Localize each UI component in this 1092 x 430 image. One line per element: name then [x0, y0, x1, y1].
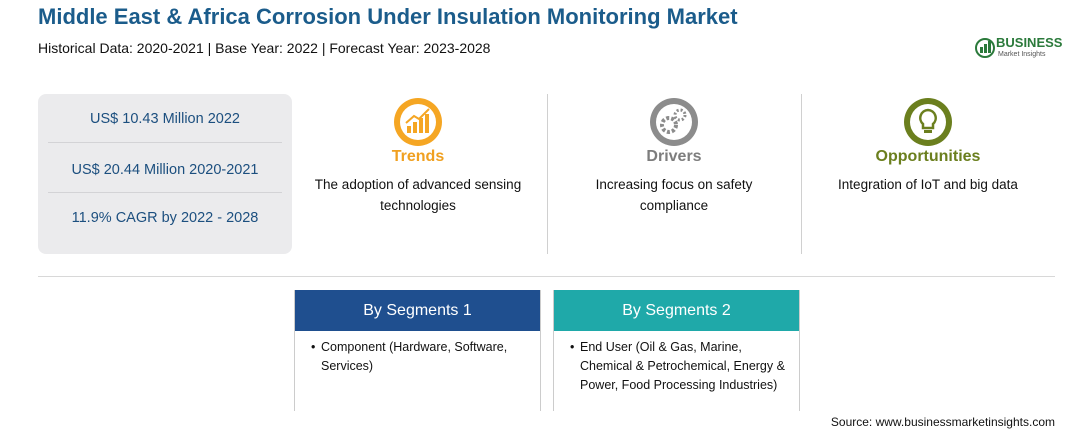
logo-tagline: Market Insights — [998, 51, 1046, 58]
factor-heading: Opportunities — [875, 148, 981, 165]
opportunities-icon — [904, 98, 952, 146]
factor-heading: Trends — [391, 148, 445, 165]
drivers-icon — [650, 98, 698, 146]
stats-box: US$ 10.43 Million 2022 US$ 20.44 Million… — [38, 94, 292, 254]
stat: 11.9% CAGR by 2022 - 2028 — [71, 210, 259, 226]
factor: Trends The adoption of advanced sensing … — [293, 148, 543, 216]
segment: By Segments 2 End User (Oil & Gas, Marin… — [553, 290, 800, 411]
factor: Opportunities Integration of IoT and big… — [803, 148, 1053, 195]
segment-heading: By Segments 2 — [554, 290, 799, 331]
title: Middle East & Africa Corrosion Under Ins… — [38, 4, 738, 29]
stat: US$ 10.43 Million 2022 — [90, 111, 240, 127]
segment: By Segments 1 Component (Hardware, Softw… — [294, 290, 541, 411]
segment-item: Component (Hardware, Software, Services) — [295, 331, 540, 376]
factor-text: The adoption of advanced sensing technol… — [314, 177, 522, 213]
factor: Drivers Increasing focus on safety compl… — [549, 148, 799, 216]
segment-heading: By Segments 1 — [295, 290, 540, 331]
subtitle: Historical Data: 2020-2021 | Base Year: … — [38, 40, 491, 56]
source: Source: www.businessmarketinsights.com — [830, 415, 1055, 429]
logo-name: BUSINESS — [996, 35, 1063, 50]
factor-text: Increasing focus on safety compliance — [595, 177, 753, 213]
logo: BUSINESS Market Insights — [975, 35, 1063, 58]
factor-heading: Drivers — [646, 148, 702, 165]
trends-icon — [394, 98, 442, 146]
segment-item: End User (Oil & Gas, Marine, Chemical & … — [554, 331, 799, 395]
stat: US$ 20.44 Million 2020-2021 — [71, 162, 259, 178]
factor-text: Integration of IoT and big data — [838, 177, 1018, 192]
